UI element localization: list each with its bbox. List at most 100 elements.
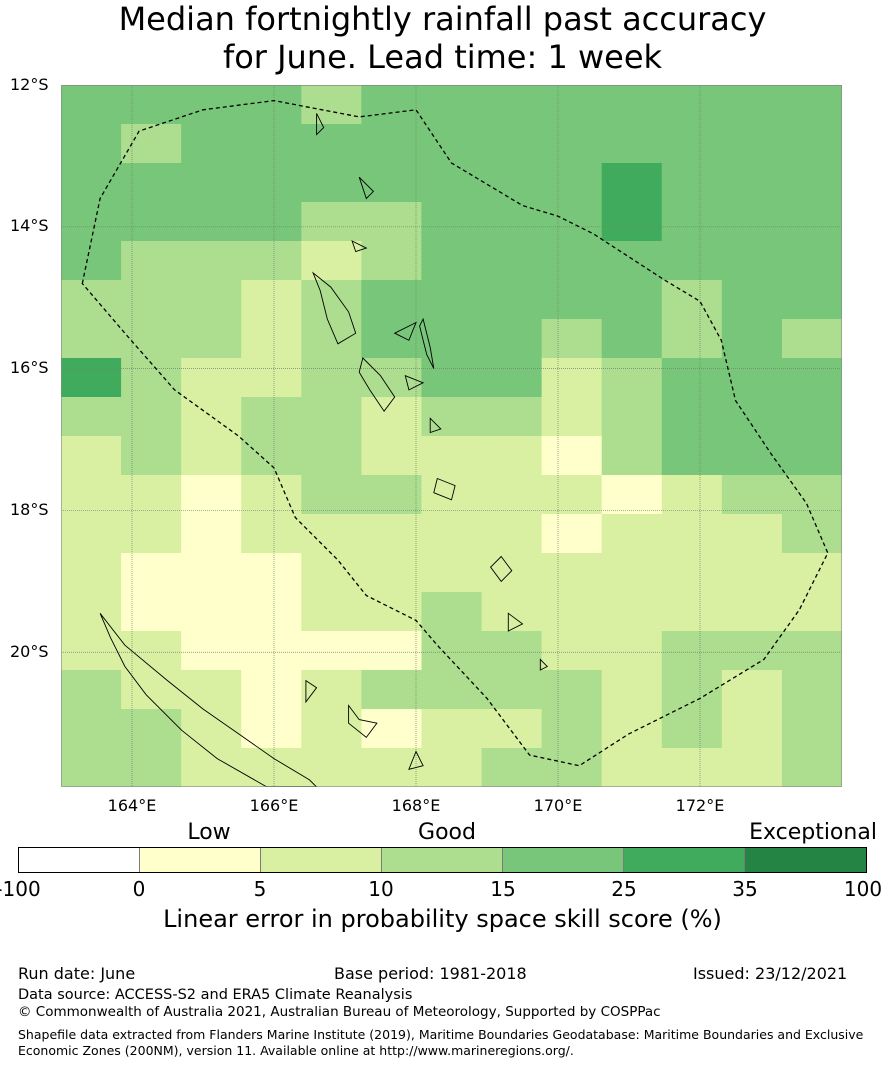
skill-cell <box>661 241 723 281</box>
island-coastline <box>351 240 368 253</box>
skill-cell <box>241 709 302 749</box>
skill-cell <box>421 475 483 515</box>
map-title: Median fortnightly rainfall past accurac… <box>0 0 885 76</box>
skill-cell <box>61 85 122 125</box>
skill-map <box>61 85 842 787</box>
skill-cell <box>781 553 842 593</box>
skill-cell <box>241 514 302 554</box>
skill-cell <box>121 163 182 203</box>
skill-cell <box>421 397 483 437</box>
skill-cell <box>541 163 603 203</box>
skill-cell <box>241 163 302 203</box>
skill-cell <box>121 709 182 749</box>
skill-cell <box>721 163 783 203</box>
skill-cell <box>361 280 423 320</box>
island-coastline <box>408 750 424 770</box>
skill-cell <box>181 670 242 710</box>
skill-cell <box>661 163 723 203</box>
island-coastline <box>305 679 318 704</box>
skill-cell <box>361 514 423 554</box>
skill-cell <box>481 748 543 787</box>
skill-cell <box>121 475 182 515</box>
skill-cell <box>721 475 783 515</box>
skill-cell <box>181 553 242 593</box>
skill-cell <box>301 85 362 125</box>
skill-cell <box>721 202 783 242</box>
eez-boundary <box>81 99 829 767</box>
skill-cell <box>301 553 362 593</box>
skill-cell <box>421 592 483 632</box>
skill-cell <box>481 670 543 710</box>
skill-cell <box>661 709 723 749</box>
skill-cell <box>61 514 122 554</box>
skill-cell <box>301 514 362 554</box>
skill-cell <box>421 670 483 710</box>
skill-cell <box>61 436 122 476</box>
skill-cell <box>481 553 543 593</box>
skill-cell <box>601 202 663 242</box>
lon-label-168e: 168°E <box>391 796 441 815</box>
skill-cell <box>721 397 783 437</box>
map-title-line2: for June. Lead time: 1 week <box>222 38 663 76</box>
skill-cell <box>121 436 182 476</box>
skill-cell <box>661 124 723 164</box>
colorbar-tick: 0 <box>132 877 146 901</box>
skill-cell <box>541 514 603 554</box>
skill-cell <box>661 319 723 359</box>
skill-cell <box>61 319 122 359</box>
skill-cell <box>541 748 603 787</box>
skill-cell <box>481 319 543 359</box>
skill-cell <box>721 85 783 125</box>
skill-cell <box>541 397 603 437</box>
skill-cell <box>61 631 122 671</box>
skill-cell <box>61 280 122 320</box>
skill-cell <box>61 358 122 398</box>
skill-cell <box>301 670 362 710</box>
data-source: Data source: ACCESS-S2 and ERA5 Climate … <box>18 987 413 1003</box>
copyright: © Commonwealth of Australia 2021, Austra… <box>18 1004 661 1020</box>
colorbar-segment <box>19 848 140 872</box>
skill-cell <box>481 514 543 554</box>
skill-cell <box>481 397 543 437</box>
skill-cell <box>241 319 302 359</box>
skill-cell <box>301 319 362 359</box>
colorbar-tick: 25 <box>611 877 637 901</box>
skill-cell <box>181 631 242 671</box>
shapefile-note-line1: Shapefile data extracted from Flanders M… <box>18 1027 864 1042</box>
skill-cell <box>661 436 723 476</box>
skill-cell <box>541 358 603 398</box>
skill-cell <box>121 85 182 125</box>
skill-cell <box>541 202 603 242</box>
skill-cell <box>601 85 663 125</box>
skill-cell <box>421 163 483 203</box>
skill-cell <box>361 670 423 710</box>
skill-cell <box>181 514 242 554</box>
colorbar-category-exceptional: Exceptional <box>749 820 877 845</box>
skill-cell <box>601 358 663 398</box>
skill-cell <box>721 592 783 632</box>
island-coastline <box>433 477 456 501</box>
skill-cell <box>781 436 842 476</box>
skill-cell <box>181 358 242 398</box>
skill-cell <box>661 202 723 242</box>
skill-cell <box>721 553 783 593</box>
skill-cell <box>481 709 543 749</box>
colorbar-tick: 100 <box>843 877 883 901</box>
island-coastline <box>99 613 318 787</box>
skill-cell <box>421 202 483 242</box>
skill-cell <box>601 319 663 359</box>
skill-cell <box>721 670 783 710</box>
skill-cell <box>481 475 543 515</box>
skill-cell <box>241 124 302 164</box>
skill-cell <box>781 124 842 164</box>
skill-cell <box>361 241 423 281</box>
skill-cell <box>781 163 842 203</box>
island-coastline <box>507 612 524 632</box>
skill-cell <box>181 85 242 125</box>
skill-cell <box>301 241 362 281</box>
skill-cell <box>601 124 663 164</box>
skill-cell <box>361 475 423 515</box>
lat-label-20s: 20°S <box>10 642 49 661</box>
base-period: Base period: 1981-2018 <box>334 964 527 983</box>
skill-cell <box>541 124 603 164</box>
